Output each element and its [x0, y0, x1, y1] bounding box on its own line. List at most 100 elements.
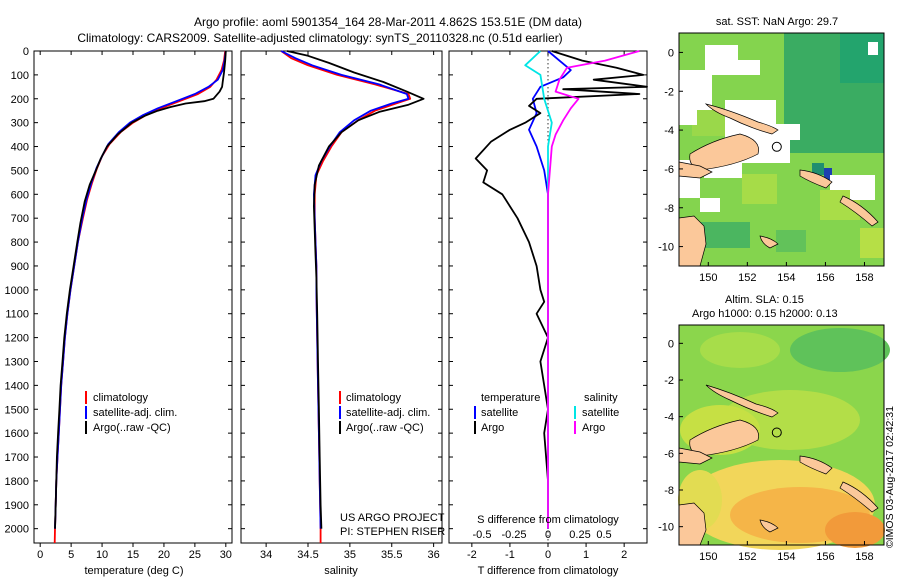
salinity-depth-ticks: [241, 50, 442, 530]
temperature-series: [53, 50, 227, 544]
depth-tick-label: 0: [23, 46, 29, 58]
depth-tick-label: 400: [11, 142, 29, 154]
difference-panel: -2 -1 0 1 2 S difference from climatology -0…: [448, 50, 648, 577]
salinity-x-axis: 34 34.5 35 35.5 36: [260, 51, 440, 561]
sla-map-frame: [678, 324, 885, 546]
x-tick-label: 0: [545, 549, 551, 561]
cloud-mask: [868, 42, 878, 55]
legend-label-satellite: satellite-adj. clim.: [346, 407, 430, 419]
series-line-argo-raw-qc-: [54, 50, 227, 529]
salinity-panel: 34 34.5 35 35.5 36 salinity climatology sate…: [240, 50, 445, 577]
lat-tick-label: -4: [664, 125, 674, 137]
profile-location-marker: [771, 427, 782, 438]
x-tick-label: 1: [583, 549, 589, 561]
depth-tick-label: 500: [11, 165, 29, 177]
depth-tick-label: 1000: [5, 285, 29, 297]
sst-field: [692, 33, 884, 258]
depth-tick-label: 200: [11, 94, 29, 106]
salinity-legend: climatology satellite-adj. clim. Argo(..…: [339, 391, 430, 434]
lat-tick-label: -2: [664, 86, 674, 98]
lon-tick-label: 152: [738, 272, 756, 284]
x-tick-label: -2: [467, 549, 477, 561]
depth-tick-label: 1700: [5, 452, 29, 464]
series-line-argo-raw-qc-: [286, 50, 425, 529]
depth-tick-label: 1600: [5, 428, 29, 440]
lat-tick-label: -10: [658, 522, 674, 534]
x-tick-label: 34.5: [297, 549, 318, 561]
lon-tick-label: 158: [855, 551, 873, 563]
x-tick-label: 0: [37, 549, 43, 561]
lon-tick-label: 154: [777, 551, 795, 563]
legend-label-s-argo: Argo: [582, 422, 605, 434]
cloud-mask: [679, 45, 760, 125]
cloud-mask: [830, 175, 875, 200]
temperature-x-axis: 0 5 10 15 20 25 30: [37, 51, 232, 561]
s-tick-label: -0.25: [501, 529, 526, 541]
header-line-1: Argo profile: aoml 5901354_164 28-Mar-20…: [194, 15, 582, 29]
sla-field: [678, 328, 890, 550]
difference-series: [474, 50, 648, 543]
project-label: US ARGO PROJECT: [340, 512, 445, 524]
sla-title-2: Argo h1000: 0.15 h2000: 0.13: [692, 308, 838, 320]
lon-tick-label: 150: [699, 272, 717, 284]
depth-tick-label: 100: [11, 70, 29, 82]
depth-tick-label: 1900: [5, 500, 29, 512]
lat-tick-label: -10: [658, 242, 674, 254]
s-tick-label: 0: [545, 529, 551, 541]
png-mainland: [678, 215, 707, 267]
legend-header-salinity: salinity: [584, 392, 618, 404]
depth-tick-label: 700: [11, 213, 29, 225]
lon-tick-label: 158: [855, 272, 873, 284]
legend-label-argo: Argo(..raw -QC): [346, 422, 424, 434]
sla-title-1: Altim. SLA: 0.15: [725, 294, 804, 306]
x-tick-label: 34: [260, 549, 272, 561]
lat-tick-label: 0: [668, 47, 674, 59]
bougainville-land: [799, 169, 833, 189]
temperature-x-label: temperature (deg C): [84, 565, 183, 577]
sst-warm-water: [812, 163, 824, 175]
x-tick-label: 35: [344, 549, 356, 561]
temperature-depth-axis: 0 100 200 300 400 500 600 700 800 900 1000 1100 1200…: [5, 46, 232, 536]
solomon-land: [839, 481, 879, 513]
depth-tick-label: 1200: [5, 333, 29, 345]
lon-tick-label: 154: [777, 272, 795, 284]
lat-tick-label: -6: [664, 448, 674, 460]
sst-map-title: sat. SST: NaN Argo: 29.7: [716, 16, 838, 28]
temperature-panel: 0100200300400500600700800900100011001200…: [5, 46, 233, 577]
depth-tick-label: 300: [11, 118, 29, 130]
x-tick-label: -1: [505, 549, 515, 561]
sst-cool-water: [860, 228, 884, 258]
lat-tick-label: -4: [664, 412, 674, 424]
s-difference-ticklabels: -0.5 -0.25 0 0.25 0.5: [473, 529, 612, 541]
temperature-plot-frame: [33, 50, 233, 544]
x-tick-label: 5: [68, 549, 74, 561]
difference-x-axis: -2 -1 0 1 2: [467, 51, 627, 561]
salinity-series: [280, 50, 425, 543]
header-line-2: Climatology: CARS2009. Satellite-adjuste…: [77, 31, 562, 45]
sst-lat-axis: 0 -2 -4 -6 -8 -10: [658, 47, 683, 254]
s-tick-label: 0.5: [596, 529, 611, 541]
salinity-x-label: salinity: [324, 565, 358, 577]
island: [759, 235, 779, 249]
sst-map-frame: [678, 32, 885, 267]
legend-label-t-argo: Argo: [481, 422, 504, 434]
legend-label-t-satellite: satellite: [481, 407, 518, 419]
depth-tick-label: 900: [11, 261, 29, 273]
lon-tick-label: 156: [816, 272, 834, 284]
lat-tick-label: -2: [664, 375, 674, 387]
sst-warm-water: [776, 230, 806, 252]
depth-tick-label: 1400: [5, 380, 29, 392]
sst-lon-axis: 150 152 154 156 158: [699, 262, 874, 284]
t-difference-label: T difference from climatology: [478, 565, 619, 577]
x-tick-label: 10: [96, 549, 108, 561]
sst-warm-water: [824, 168, 832, 180]
s-tick-label: -0.5: [473, 529, 492, 541]
depth-tick-label: 600: [11, 189, 29, 201]
lon-tick-label: 150: [699, 551, 717, 563]
legend-label-argo: Argo(..raw -QC): [93, 422, 171, 434]
x-tick-label: 15: [127, 549, 139, 561]
legend-header-temperature: temperature: [481, 392, 540, 404]
difference-depth-ticks: [449, 50, 647, 530]
depth-tick-label: 1800: [5, 476, 29, 488]
